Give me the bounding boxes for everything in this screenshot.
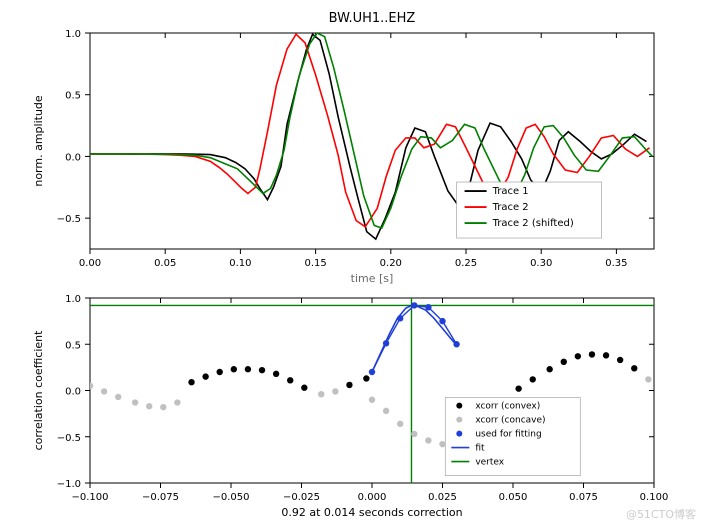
svg-text:Trace 2 (shifted): Trace 2 (shifted): [492, 218, 574, 229]
svg-text:−0.5: −0.5: [57, 433, 81, 444]
svg-text:0.20: 0.20: [380, 258, 402, 269]
svg-text:0.92 at 0.014 seconds correcti: 0.92 at 0.014 seconds correction: [281, 506, 462, 519]
svg-text:0.10: 0.10: [229, 258, 251, 269]
svg-text:0.075: 0.075: [569, 492, 598, 503]
figure: BW.UH1..EHZ −0.5 0.0 0.5 1.0 0.00 0.05 0.10 0.15…: [0, 0, 704, 528]
svg-text:−0.050: −0.050: [212, 492, 249, 503]
svg-text:xcorr (concave): xcorr (concave): [475, 416, 545, 426]
svg-text:0.25: 0.25: [455, 258, 477, 269]
svg-text:−0.5: −0.5: [57, 214, 81, 225]
svg-text:0.000: 0.000: [358, 492, 387, 503]
svg-text:1.0: 1.0: [65, 29, 81, 40]
svg-text:−0.075: −0.075: [142, 492, 179, 503]
svg-text:−1.0: −1.0: [57, 479, 81, 490]
svg-text:norm. amplitude: norm. amplitude: [32, 95, 45, 187]
svg-text:0.30: 0.30: [530, 258, 552, 269]
svg-text:−0.025: −0.025: [283, 492, 320, 503]
svg-text:0.00: 0.00: [79, 258, 101, 269]
svg-text:0.5: 0.5: [65, 91, 81, 102]
svg-text:vertex: vertex: [475, 458, 504, 468]
svg-text:0.0: 0.0: [65, 152, 81, 163]
watermark: @51CTO博客: [626, 506, 696, 522]
svg-text:0.05: 0.05: [154, 258, 176, 269]
svg-text:Trace 2: Trace 2: [492, 202, 529, 213]
svg-text:Trace 1: Trace 1: [492, 186, 529, 197]
svg-text:BW.UH1..EHZ: BW.UH1..EHZ: [329, 11, 416, 26]
svg-text:1.0: 1.0: [65, 294, 81, 305]
svg-text:xcorr (convex): xcorr (convex): [475, 402, 540, 412]
svg-text:fit: fit: [475, 444, 485, 454]
svg-text:0.025: 0.025: [428, 492, 457, 503]
svg-text:time [s]: time [s]: [351, 272, 394, 285]
svg-text:−0.100: −0.100: [71, 492, 108, 503]
svg-text:0.050: 0.050: [499, 492, 528, 503]
svg-text:0.35: 0.35: [605, 258, 627, 269]
svg-text:used for fitting: used for fitting: [475, 430, 541, 440]
svg-text:0.100: 0.100: [640, 492, 669, 503]
svg-text:0.0: 0.0: [65, 387, 81, 398]
svg-text:0.5: 0.5: [65, 340, 81, 351]
svg-text:correlation coefficient: correlation coefficient: [32, 330, 45, 451]
svg-text:0.15: 0.15: [304, 258, 326, 269]
